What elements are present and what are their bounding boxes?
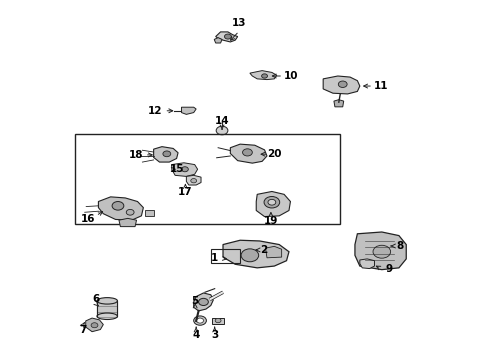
Text: 10: 10 <box>284 71 299 81</box>
Polygon shape <box>323 76 360 94</box>
Polygon shape <box>223 240 289 268</box>
Polygon shape <box>256 192 291 217</box>
Text: 1: 1 <box>211 253 219 263</box>
Text: 13: 13 <box>232 18 246 28</box>
Text: 18: 18 <box>129 150 144 160</box>
Circle shape <box>216 126 228 135</box>
Polygon shape <box>97 301 118 316</box>
Polygon shape <box>214 38 222 43</box>
Circle shape <box>243 149 252 156</box>
Text: 8: 8 <box>397 241 404 251</box>
Text: 9: 9 <box>386 264 392 274</box>
Polygon shape <box>119 219 137 226</box>
Polygon shape <box>334 100 343 107</box>
Polygon shape <box>230 144 267 163</box>
Text: 14: 14 <box>215 116 229 126</box>
Circle shape <box>196 318 203 323</box>
Polygon shape <box>154 147 178 162</box>
Ellipse shape <box>97 313 118 319</box>
Circle shape <box>112 202 124 210</box>
Bar <box>211 249 240 263</box>
Circle shape <box>163 151 171 157</box>
Circle shape <box>264 197 280 208</box>
Circle shape <box>268 199 276 205</box>
Text: 16: 16 <box>80 215 95 224</box>
Polygon shape <box>186 175 201 185</box>
Circle shape <box>191 179 196 183</box>
Circle shape <box>126 210 134 215</box>
Polygon shape <box>98 197 144 220</box>
Text: 2: 2 <box>260 245 267 255</box>
Text: 5: 5 <box>192 296 199 306</box>
Polygon shape <box>250 71 277 80</box>
Polygon shape <box>194 293 213 311</box>
Ellipse shape <box>97 298 118 304</box>
Text: 4: 4 <box>193 330 200 340</box>
Circle shape <box>241 249 259 262</box>
Circle shape <box>181 167 188 172</box>
Polygon shape <box>355 232 406 270</box>
Text: 6: 6 <box>92 294 99 304</box>
Circle shape <box>91 323 98 328</box>
Polygon shape <box>216 32 238 42</box>
Circle shape <box>194 316 206 325</box>
Polygon shape <box>172 163 197 176</box>
Polygon shape <box>86 318 103 332</box>
Polygon shape <box>360 259 374 269</box>
Text: 12: 12 <box>148 106 162 116</box>
Polygon shape <box>181 107 196 114</box>
Text: 17: 17 <box>178 187 193 197</box>
Text: 19: 19 <box>264 216 278 226</box>
Polygon shape <box>266 246 282 258</box>
Circle shape <box>262 74 268 78</box>
Text: 15: 15 <box>170 164 184 174</box>
Bar <box>212 318 224 324</box>
Text: 7: 7 <box>79 325 86 334</box>
Circle shape <box>198 298 208 306</box>
Bar <box>75 134 340 224</box>
Circle shape <box>224 34 231 39</box>
Circle shape <box>338 81 347 87</box>
Text: 11: 11 <box>373 81 388 91</box>
Polygon shape <box>145 210 154 216</box>
Text: 3: 3 <box>211 330 219 340</box>
Circle shape <box>373 245 391 258</box>
Text: 20: 20 <box>267 149 282 159</box>
Circle shape <box>215 319 221 323</box>
